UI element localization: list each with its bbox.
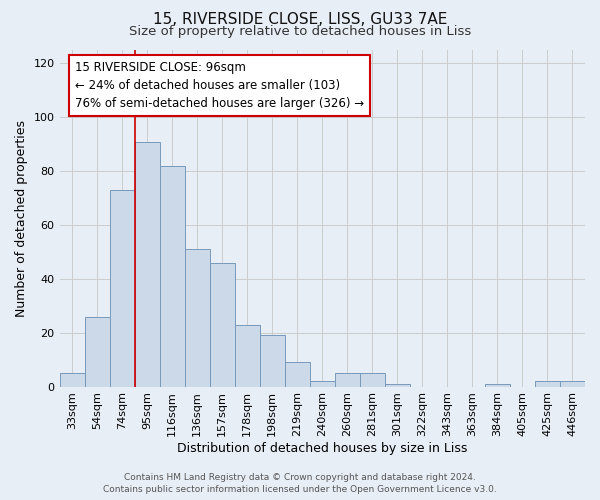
Text: Size of property relative to detached houses in Liss: Size of property relative to detached ho… (129, 25, 471, 38)
Bar (335, 373, 360, 386)
Bar (110, 190, 134, 386)
Bar (535, 381, 560, 386)
Bar (59, 373, 85, 386)
Bar (360, 373, 385, 386)
Bar (160, 166, 185, 386)
Bar (285, 362, 310, 386)
Y-axis label: Number of detached properties: Number of detached properties (15, 120, 28, 317)
Bar (385, 384, 410, 386)
Text: 15 RIVERSIDE CLOSE: 96sqm
← 24% of detached houses are smaller (103)
76% of semi: 15 RIVERSIDE CLOSE: 96sqm ← 24% of detac… (74, 61, 364, 110)
Bar (310, 381, 335, 386)
Bar (185, 250, 209, 386)
Text: Contains HM Land Registry data © Crown copyright and database right 2024.
Contai: Contains HM Land Registry data © Crown c… (103, 473, 497, 494)
X-axis label: Distribution of detached houses by size in Liss: Distribution of detached houses by size … (177, 442, 467, 455)
Bar (85, 316, 110, 386)
Bar (485, 384, 510, 386)
Bar (235, 324, 260, 386)
Bar (260, 336, 285, 386)
Bar (134, 142, 160, 386)
Text: 15, RIVERSIDE CLOSE, LISS, GU33 7AE: 15, RIVERSIDE CLOSE, LISS, GU33 7AE (153, 12, 447, 28)
Bar (560, 381, 585, 386)
Bar (209, 262, 235, 386)
